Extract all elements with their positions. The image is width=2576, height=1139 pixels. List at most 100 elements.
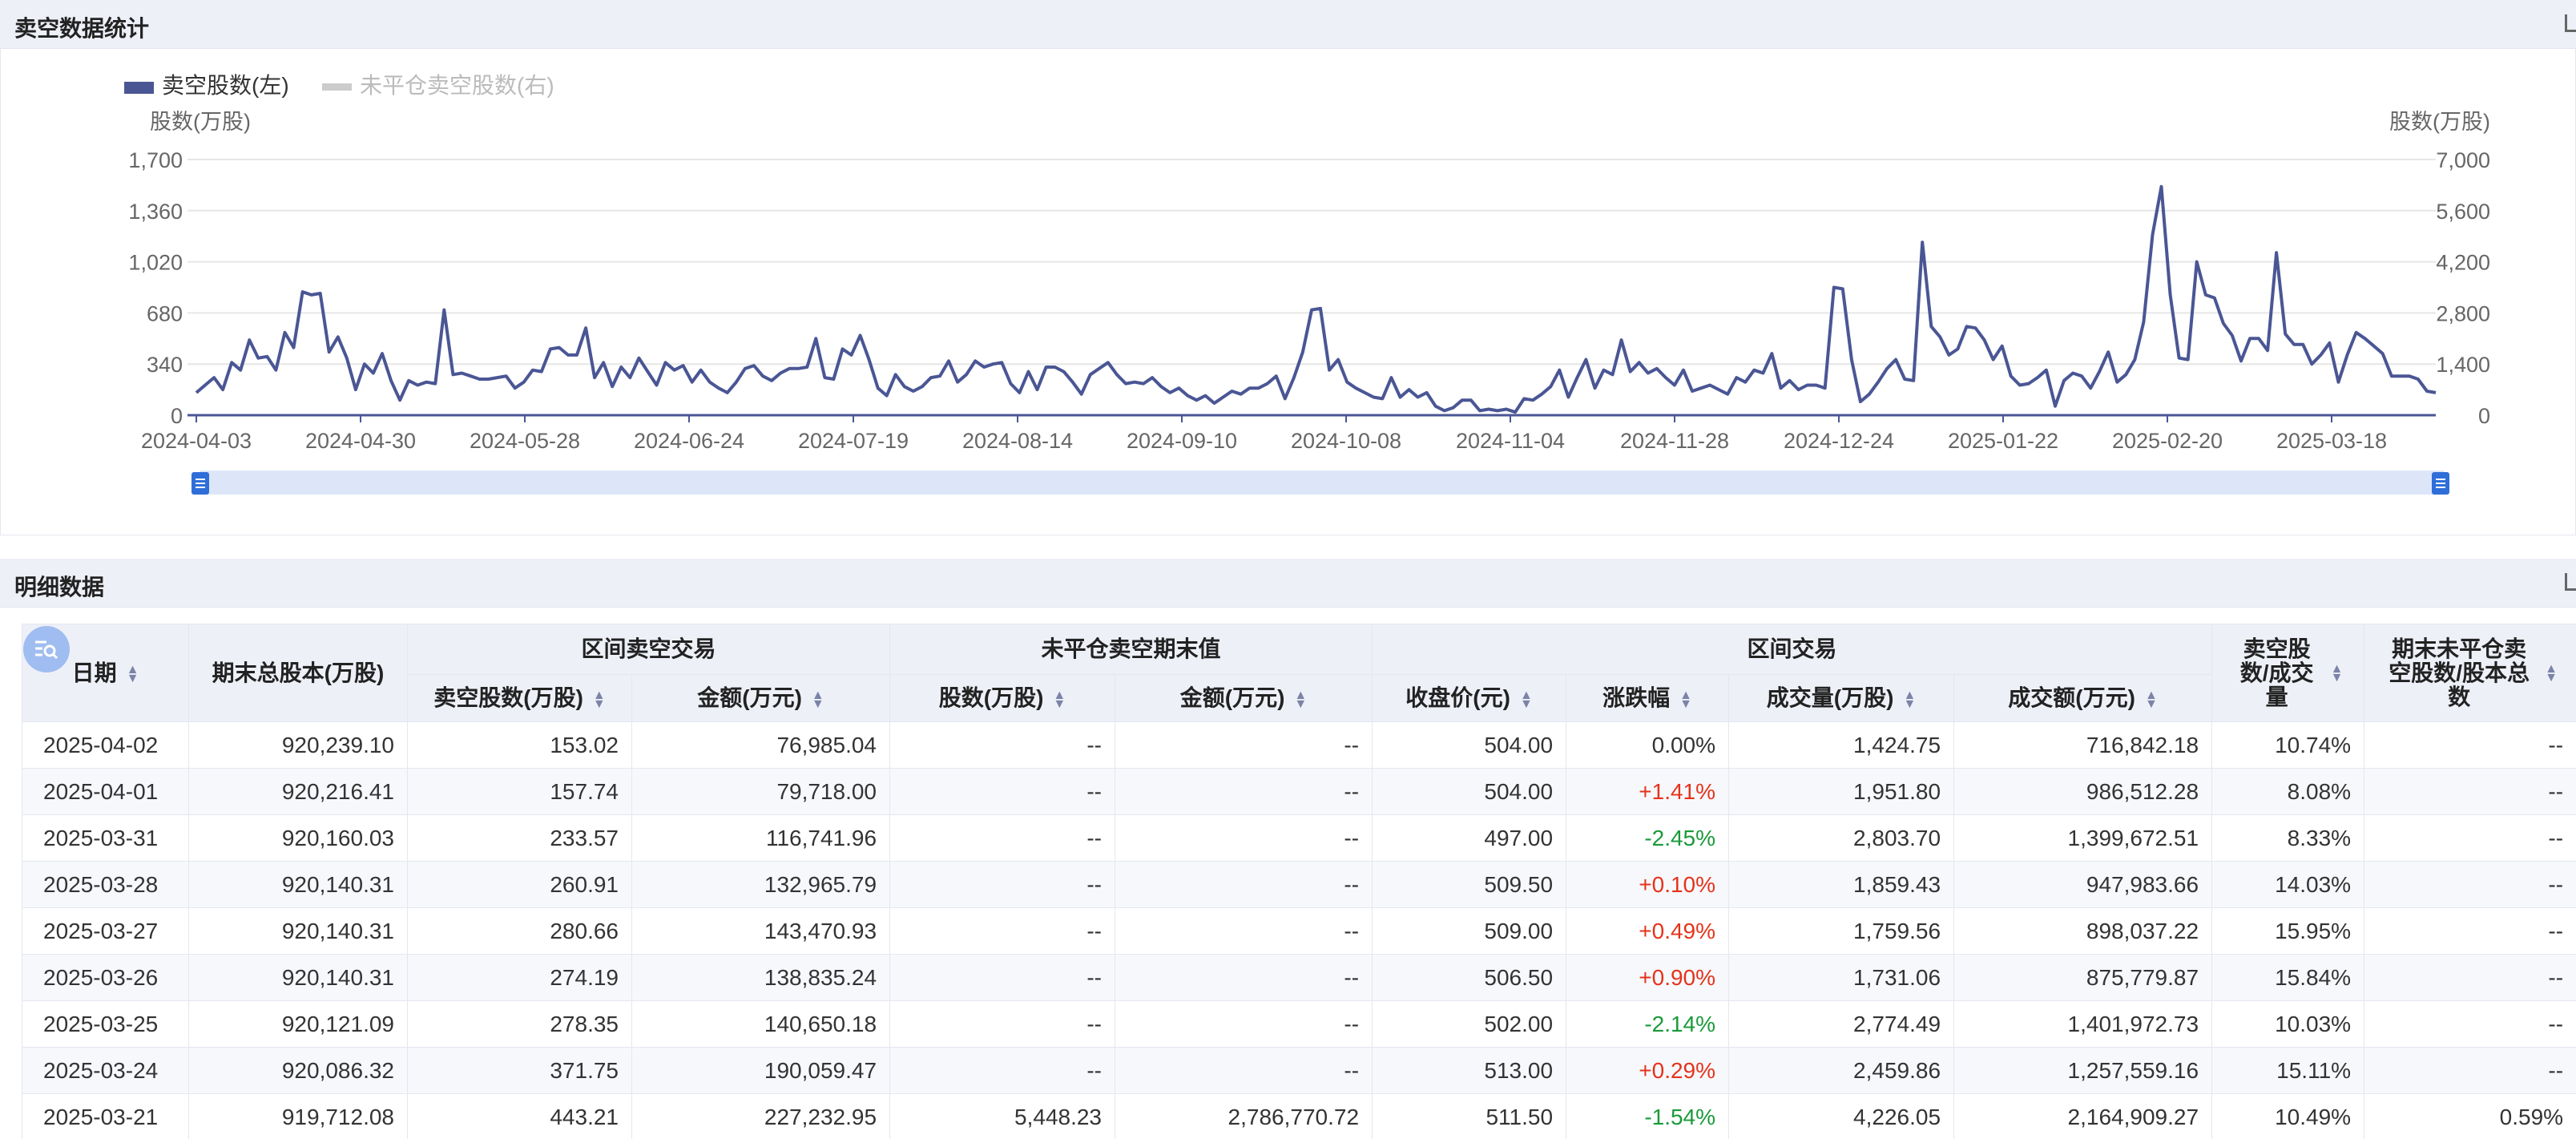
collapse-icon[interactable]: [2565, 14, 2576, 32]
header-volume[interactable]: 成交量(万股) ▲ ▼: [1728, 674, 1955, 722]
cell-date: 2025-03-27: [22, 907, 189, 955]
sort-icon[interactable]: ▲ ▼: [1679, 688, 1692, 711]
zoom-slider-left-handle[interactable]: [191, 472, 209, 495]
table-row[interactable]: 2025-03-25 920,121.09 278.35 140,650.18 -- --…: [22, 1000, 2576, 1048]
cell-turnover: 1,257,559.16: [1953, 1047, 2213, 1094]
cell-close: 513.00: [1372, 1047, 1567, 1094]
legend-swatch-short: [124, 82, 154, 94]
expand-icon[interactable]: [2565, 573, 2576, 591]
grid-lines: [187, 159, 2436, 366]
x-tick-label: 2024-05-28: [470, 429, 580, 453]
header-ratio-capital[interactable]: 期末未平仓卖空股数/股本总数▲ ▼: [2364, 624, 2576, 722]
cell-close: 509.50: [1372, 861, 1567, 908]
x-tick-label: 2024-10-08: [1291, 429, 1401, 453]
cell-close: 511.50: [1372, 1093, 1567, 1139]
right-tick-label: 4,200: [2436, 251, 2490, 275]
table-row[interactable]: 2025-03-31 920,160.03 233.57 116,741.96 -- --…: [22, 814, 2576, 862]
right-tick-label: 1,400: [2436, 353, 2490, 377]
cell-open-shares: --: [889, 907, 1116, 955]
sort-icon[interactable]: ▲ ▼: [1903, 688, 1917, 711]
header-short-shares[interactable]: 卖空股数(万股) ▲ ▼: [407, 674, 632, 722]
cell-change: 0.00%: [1566, 721, 1730, 769]
cell-short-amount: 143,470.93: [631, 907, 891, 955]
sort-icon[interactable]: ▲ ▼: [2545, 661, 2558, 685]
x-tick-label: 2024-08-14: [962, 429, 1073, 453]
cell-short-shares: 278.35: [407, 1000, 632, 1048]
table-row[interactable]: 2025-04-02 920,239.10 153.02 76,985.04 -- -- 5…: [22, 721, 2576, 769]
cell-ratio-capital: --: [2364, 721, 2576, 769]
column-filter-button[interactable]: [23, 626, 70, 672]
cell-open-amount: --: [1115, 1000, 1373, 1048]
zoom-slider-track[interactable]: [200, 471, 2444, 495]
table-row[interactable]: 2025-03-26 920,140.31 274.19 138,835.24 -- --…: [22, 954, 2576, 1001]
table-row[interactable]: 2025-03-21 919,712.08 443.21 227,232.95 5,44…: [22, 1093, 2576, 1139]
left-tick-label: 1,360: [128, 200, 183, 224]
cell-date: 2025-03-28: [22, 861, 189, 908]
header-ratio-volume[interactable]: 卖空股数/成交量▲ ▼: [2211, 624, 2365, 722]
table-row[interactable]: 2025-04-01 920,216.41 157.74 79,718.00 -- -- 5…: [22, 768, 2576, 815]
cell-change: -2.14%: [1566, 1000, 1730, 1048]
x-tick-label: 2024-09-10: [1127, 429, 1237, 453]
left-axis-ticks: 0 340 680 1,020 1,360 1,700: [128, 148, 183, 428]
header-close[interactable]: 收盘价(元) ▲ ▼: [1372, 674, 1567, 722]
left-tick-label: 680: [147, 301, 183, 325]
cell-volume: 1,859.43: [1728, 861, 1955, 908]
sort-icon[interactable]: ▲ ▼: [811, 688, 824, 711]
cell-ratio-volume: 8.33%: [2211, 814, 2365, 862]
short-selling-chart: 卖空股数(左) 未平仓卖空股数(右) 股数(万股) 股数(万股) 0 340 680…: [124, 73, 2490, 495]
cell-open-amount: 2,786,770.72: [1115, 1093, 1373, 1139]
right-axis-ticks: 0 1,400 2,800 4,200 5,600 7,000: [2436, 148, 2490, 428]
sort-icon[interactable]: ▲ ▼: [1519, 688, 1533, 711]
cell-ratio-volume: 10.74%: [2211, 721, 2365, 769]
legend-item-open-short[interactable]: 未平仓卖空股数(右): [322, 73, 554, 98]
left-tick-label: 340: [147, 353, 183, 377]
cell-open-shares: --: [889, 861, 1116, 908]
header-change[interactable]: 涨跌幅 ▲ ▼: [1566, 674, 1730, 722]
cell-ratio-capital: --: [2364, 814, 2576, 862]
cell-close: 502.00: [1372, 1000, 1567, 1048]
cell-short-shares: 260.91: [407, 861, 632, 908]
table-row[interactable]: 2025-03-24 920,086.32 371.75 190,059.47 -- --…: [22, 1047, 2576, 1094]
table-row[interactable]: 2025-03-28 920,140.31 260.91 132,965.79 -- --…: [22, 861, 2576, 908]
header-short-amount[interactable]: 金额(万元) ▲ ▼: [631, 674, 891, 722]
left-tick-label: 0: [171, 404, 183, 428]
cell-short-shares: 233.57: [407, 814, 632, 862]
table-row[interactable]: 2025-03-27 920,140.31 280.66 143,470.93 -- --…: [22, 907, 2576, 955]
detail-table-container[interactable]: 日期 ▲ ▼ 期末总股本(万股) 区间卖空交易 未平仓卖空期末值 区间交易 卖空股数…: [22, 624, 2576, 1139]
header-turnover[interactable]: 成交额(万元) ▲ ▼: [1953, 674, 2213, 722]
short-stats-header: 卖空数据统计: [0, 0, 2576, 49]
detail-data-header: 明细数据: [0, 559, 2576, 608]
cell-ratio-capital: --: [2364, 954, 2576, 1001]
sort-icon[interactable]: ▲ ▼: [1053, 688, 1066, 711]
zoom-slider-right-handle[interactable]: [2432, 472, 2449, 495]
sort-icon[interactable]: ▲ ▼: [2330, 661, 2344, 685]
sort-icon[interactable]: ▲ ▼: [126, 663, 139, 686]
cell-turnover: 1,401,972.73: [1953, 1000, 2213, 1048]
cell-date: 2025-03-24: [22, 1047, 189, 1094]
sort-icon[interactable]: ▲ ▼: [1294, 688, 1308, 711]
cell-change: +0.90%: [1566, 954, 1730, 1001]
cell-open-shares: --: [889, 1000, 1116, 1048]
header-open-shares[interactable]: 股数(万股) ▲ ▼: [889, 674, 1116, 722]
x-tick-label: 2024-12-24: [1784, 429, 1894, 453]
cell-close: 497.00: [1372, 814, 1567, 862]
sort-icon[interactable]: ▲ ▼: [592, 688, 606, 711]
cell-total-shares: 920,140.31: [188, 954, 408, 1001]
cell-turnover: 716,842.18: [1953, 721, 2213, 769]
header-total-shares: 期末总股本(万股): [188, 624, 408, 722]
cell-total-shares: 920,216.41: [188, 768, 408, 815]
cell-ratio-volume: 15.95%: [2211, 907, 2365, 955]
cell-short-amount: 79,718.00: [631, 768, 891, 815]
cell-open-amount: --: [1115, 721, 1373, 769]
section-title: 卖空数据统计: [14, 16, 150, 41]
sort-icon[interactable]: ▲ ▼: [2144, 688, 2158, 711]
group-header-interval-trade: 区间交易: [1372, 624, 2213, 675]
cell-ratio-volume: 15.11%: [2211, 1047, 2365, 1094]
cell-change: -1.54%: [1566, 1093, 1730, 1139]
cell-short-amount: 138,835.24: [631, 954, 891, 1001]
x-tick-label: 2024-04-30: [305, 429, 416, 453]
legend-item-short-shares[interactable]: 卖空股数(左): [124, 73, 289, 98]
header-open-amount[interactable]: 金额(万元) ▲ ▼: [1115, 674, 1373, 722]
cell-ratio-volume: 8.08%: [2211, 768, 2365, 815]
cell-short-amount: 140,650.18: [631, 1000, 891, 1048]
